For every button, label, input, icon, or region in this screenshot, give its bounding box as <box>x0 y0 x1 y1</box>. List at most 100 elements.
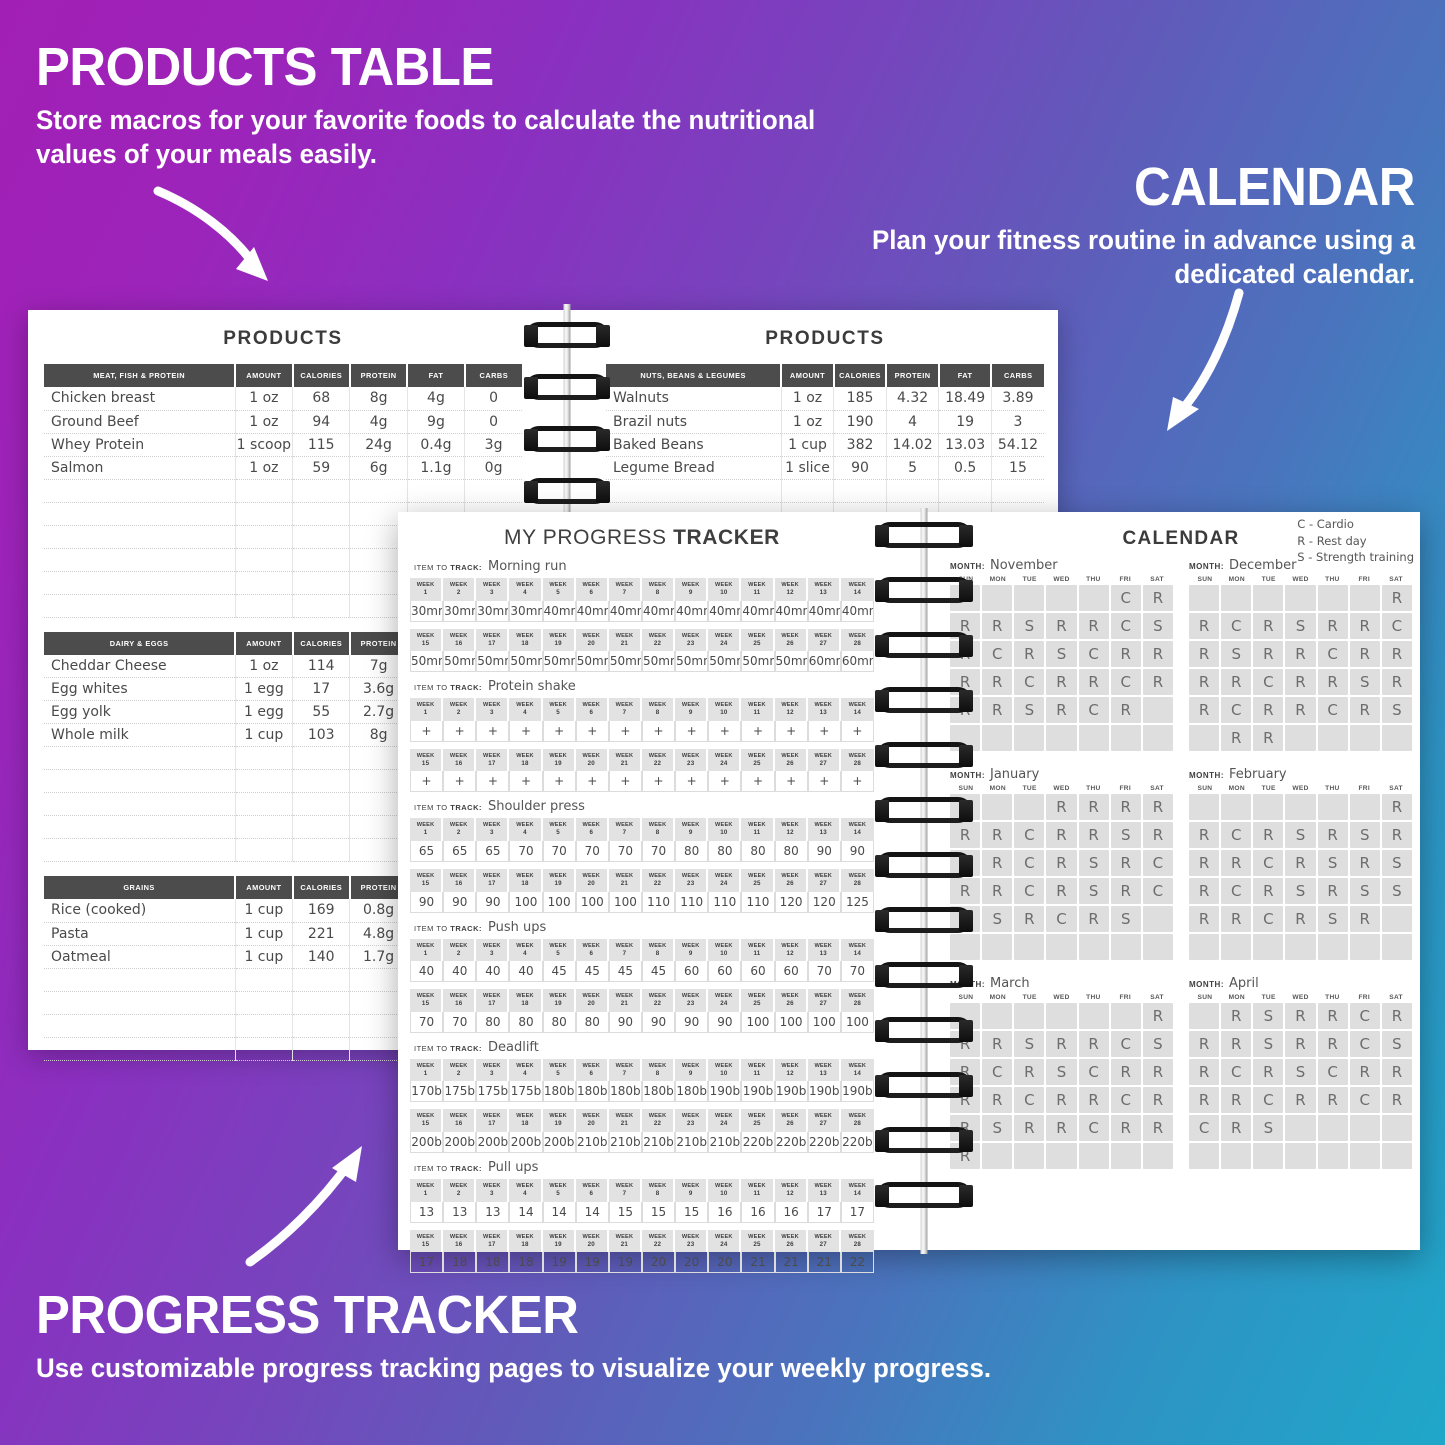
tracker-week-cell[interactable]: WEEK 21 19 <box>608 1229 642 1274</box>
tracker-week-cell[interactable]: WEEK 11 190b <box>741 1058 775 1103</box>
calendar-day-cell[interactable] <box>1317 794 1348 820</box>
week-value[interactable]: 30mn <box>410 600 444 622</box>
tracker-week-cell[interactable]: WEEK 8 + <box>641 698 676 742</box>
tracker-week-cell[interactable]: WEEK 7 15 <box>608 1178 642 1223</box>
tracker-week-cell[interactable]: WEEK 24 210b <box>708 1109 742 1153</box>
tracker-week-cell[interactable]: WEEK 13 70 <box>807 938 841 983</box>
calendar-day-cell[interactable]: C <box>1253 850 1284 876</box>
calendar-day-cell[interactable] <box>1349 794 1380 820</box>
tracker-week-cell[interactable]: WEEK 27 100 <box>807 989 841 1033</box>
calendar-day-cell[interactable]: C <box>1253 669 1284 695</box>
calendar-day-cell[interactable]: R <box>1221 1115 1252 1141</box>
calendar-day-cell[interactable]: S <box>982 906 1013 932</box>
tracker-week-cell[interactable]: WEEK 16 70 <box>443 989 477 1033</box>
tracker-week-cell[interactable]: WEEK 17 + <box>476 748 510 793</box>
calendar-day-cell[interactable]: R <box>1189 1087 1220 1113</box>
calendar-day-cell[interactable]: S <box>982 1115 1013 1141</box>
calendar-day-cell[interactable]: R <box>950 641 981 667</box>
tracker-week-cell[interactable]: WEEK 5 + <box>542 698 576 742</box>
calendar-day-cell[interactable]: S <box>1142 1031 1173 1057</box>
calendar-day-cell[interactable]: R <box>1381 822 1412 848</box>
calendar-day-cell[interactable]: R <box>1110 1115 1141 1141</box>
week-value[interactable]: 50mn <box>708 651 742 673</box>
calendar-day-cell[interactable]: R <box>950 697 981 723</box>
calendar-day-cell[interactable] <box>1078 1003 1109 1029</box>
calendar-day-cell[interactable]: R <box>1189 822 1220 848</box>
calendar-day-cell[interactable] <box>1078 585 1109 611</box>
week-value[interactable]: 190b <box>708 1081 742 1103</box>
calendar-day-cell[interactable] <box>1014 1143 1045 1169</box>
calendar-day-cell[interactable]: S <box>1317 906 1348 932</box>
week-value[interactable]: 210b <box>708 1131 742 1153</box>
tracker-week-cell[interactable]: WEEK 13 + <box>807 698 841 742</box>
calendar-day-cell[interactable] <box>1110 934 1141 960</box>
tracker-week-cell[interactable]: WEEK 12 80 <box>774 818 808 862</box>
week-value[interactable]: 30mn <box>443 600 477 622</box>
tracker-week-cell[interactable]: WEEK 7 40mn <box>608 578 642 622</box>
calendar-day-cell[interactable]: R <box>1110 1059 1141 1085</box>
calendar-day-cell[interactable]: R <box>1349 1059 1380 1085</box>
calendar-day-cell[interactable] <box>1078 1143 1109 1169</box>
week-value[interactable]: 16 <box>708 1201 742 1223</box>
week-value[interactable]: 40mn <box>840 600 874 622</box>
tracker-week-cell[interactable]: WEEK 3 13 <box>476 1178 510 1223</box>
calendar-day-cell[interactable]: R <box>1142 641 1173 667</box>
calendar-day-cell[interactable]: R <box>1221 725 1252 751</box>
tracker-week-cell[interactable]: WEEK 11 + <box>741 698 775 742</box>
calendar-day-cell[interactable] <box>1285 725 1316 751</box>
week-value[interactable]: 50mn <box>575 651 609 673</box>
table-row[interactable]: Whey Protein 1 scoop 115 24g 0.4g 3g <box>44 433 522 457</box>
week-value[interactable]: 220b <box>840 1131 874 1153</box>
week-value[interactable]: + <box>410 771 444 793</box>
week-value[interactable]: + <box>509 771 543 793</box>
table-row[interactable]: Chicken breast 1 oz 68 8g 4g 0 <box>44 387 522 411</box>
tracker-week-cell[interactable]: WEEK 5 70 <box>542 818 576 862</box>
tracker-week-cell[interactable]: WEEK 21 210b <box>608 1109 642 1153</box>
tracker-week-cell[interactable]: WEEK 20 80 <box>575 989 609 1033</box>
tracker-week-cell[interactable]: WEEK 10 190b <box>708 1058 742 1103</box>
week-value[interactable]: 125 <box>840 891 874 913</box>
calendar-day-cell[interactable]: R <box>950 613 981 639</box>
week-value[interactable]: 80 <box>741 840 775 862</box>
week-value[interactable]: 65 <box>410 840 444 862</box>
week-value[interactable]: 200b <box>410 1131 444 1153</box>
calendar-day-cell[interactable]: R <box>1110 878 1141 904</box>
tracker-week-cell[interactable]: WEEK 4 70 <box>509 818 543 862</box>
calendar-day-cell[interactable]: R <box>1014 641 1045 667</box>
calendar-day-cell[interactable] <box>1317 1115 1348 1141</box>
calendar-day-cell[interactable]: R <box>950 822 981 848</box>
table-row[interactable]: Walnuts 1 oz 185 4.32 18.49 3.89 <box>606 387 1044 411</box>
calendar-day-cell[interactable]: C <box>1078 697 1109 723</box>
tracker-week-cell[interactable]: WEEK 23 110 <box>675 868 709 913</box>
calendar-day-cell[interactable]: R <box>982 613 1013 639</box>
calendar-day-cell[interactable]: R <box>1221 1003 1252 1029</box>
tracker-week-cell[interactable]: WEEK 13 17 <box>807 1178 841 1223</box>
week-value[interactable]: 40mn <box>708 600 742 622</box>
week-value[interactable]: 175b <box>476 1081 510 1103</box>
calendar-day-cell[interactable]: R <box>1253 697 1284 723</box>
calendar-day-cell[interactable] <box>1317 934 1348 960</box>
calendar-day-cell[interactable]: R <box>1285 906 1316 932</box>
week-value[interactable]: 50mn <box>443 651 477 673</box>
tracker-week-cell[interactable]: WEEK 27 60mn <box>807 628 841 673</box>
calendar-day-cell[interactable] <box>1078 725 1109 751</box>
calendar-day-cell[interactable]: R <box>1381 1003 1412 1029</box>
calendar-day-cell[interactable]: R <box>1381 669 1412 695</box>
week-value[interactable]: 210b <box>608 1131 642 1153</box>
tracker-week-cell[interactable]: WEEK 8 70 <box>641 818 676 862</box>
calendar-day-cell[interactable]: R <box>1014 906 1045 932</box>
calendar-day-cell[interactable]: R <box>1317 613 1348 639</box>
week-value[interactable]: 50mn <box>741 651 775 673</box>
tracker-week-cell[interactable]: WEEK 20 100 <box>575 868 609 913</box>
tracker-week-cell[interactable]: WEEK 11 40mn <box>741 578 775 622</box>
tracker-week-cell[interactable]: WEEK 25 110 <box>741 868 775 913</box>
week-value[interactable]: 30mn <box>476 600 510 622</box>
week-value[interactable]: 200b <box>476 1131 510 1153</box>
tracker-week-cell[interactable]: WEEK 23 90 <box>675 989 709 1033</box>
week-value[interactable]: 18 <box>509 1252 543 1274</box>
tracker-week-cell[interactable]: WEEK 19 200b <box>542 1109 576 1153</box>
week-value[interactable]: 19 <box>542 1252 576 1274</box>
calendar-day-cell[interactable]: S <box>1221 641 1252 667</box>
calendar-day-cell[interactable]: C <box>1142 878 1173 904</box>
calendar-day-cell[interactable]: R <box>1078 1087 1109 1113</box>
